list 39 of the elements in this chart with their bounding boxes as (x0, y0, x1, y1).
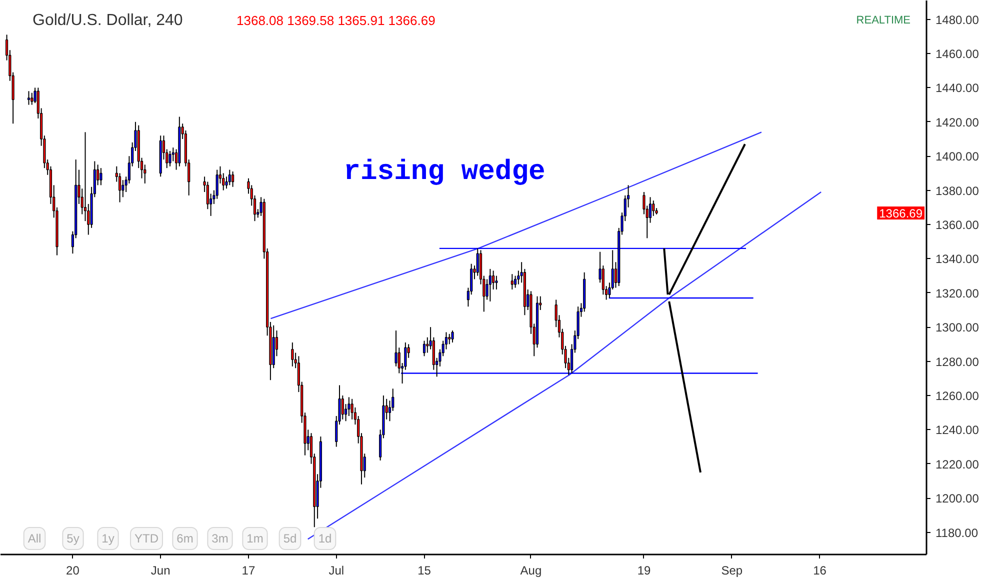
y-tick-label: 1400.00 (936, 150, 980, 164)
annotation: 1m (246, 532, 264, 546)
annotation: 3m (212, 532, 228, 546)
x-tick-label: 16 (813, 564, 827, 578)
x-tick-label: 19 (637, 564, 651, 578)
x-tick-label: Aug (520, 564, 542, 578)
x-tick-label: 15 (418, 564, 432, 578)
x-tick-label: 20 (66, 564, 80, 578)
annotation: YTD (134, 532, 159, 546)
annotation: rising wedge (344, 157, 546, 188)
annotation: All (28, 532, 42, 546)
y-tick-label: 1460.00 (936, 47, 980, 62)
annotation: 1d (318, 532, 332, 546)
annotation: 6m (176, 532, 194, 546)
x-tick-label: Jun (150, 564, 170, 578)
text: 1368.08 1369.58 1365.91 1366.69 (236, 13, 436, 28)
annotation: REALTIME (856, 14, 911, 26)
y-tick-label: 1220.00 (936, 457, 980, 472)
y-tick-label: 1260.00 (936, 388, 980, 403)
annotation: 1366.69 (879, 206, 923, 221)
y-tick-label: 1300.00 (936, 320, 980, 335)
y-tick-label: 1320.00 (936, 286, 980, 300)
annotation: 1y (102, 532, 114, 546)
y-tick-label: 1340.00 (936, 252, 980, 266)
text: Gold/U.S. Dollar, 240 (32, 12, 183, 29)
y-tick-label: 1420.00 (936, 115, 980, 130)
annotation: 5d (283, 532, 297, 546)
annotation: 5y (66, 532, 80, 546)
y-tick-label: 1360.00 (936, 218, 980, 232)
x-tick-label: Jul (328, 564, 344, 578)
y-tick-label: 1280.00 (936, 354, 980, 369)
x-tick-label: Sep (721, 564, 743, 578)
y-tick-label: 1200.00 (936, 492, 980, 506)
y-tick-label: 1380.00 (936, 184, 980, 198)
y-tick-label: 1180.00 (936, 526, 978, 540)
y-tick-label: 1480.00 (936, 12, 980, 27)
x-tick-label: 17 (242, 564, 256, 578)
y-tick-label: 1240.00 (936, 423, 980, 438)
y-tick-label: 1440.00 (936, 81, 980, 96)
